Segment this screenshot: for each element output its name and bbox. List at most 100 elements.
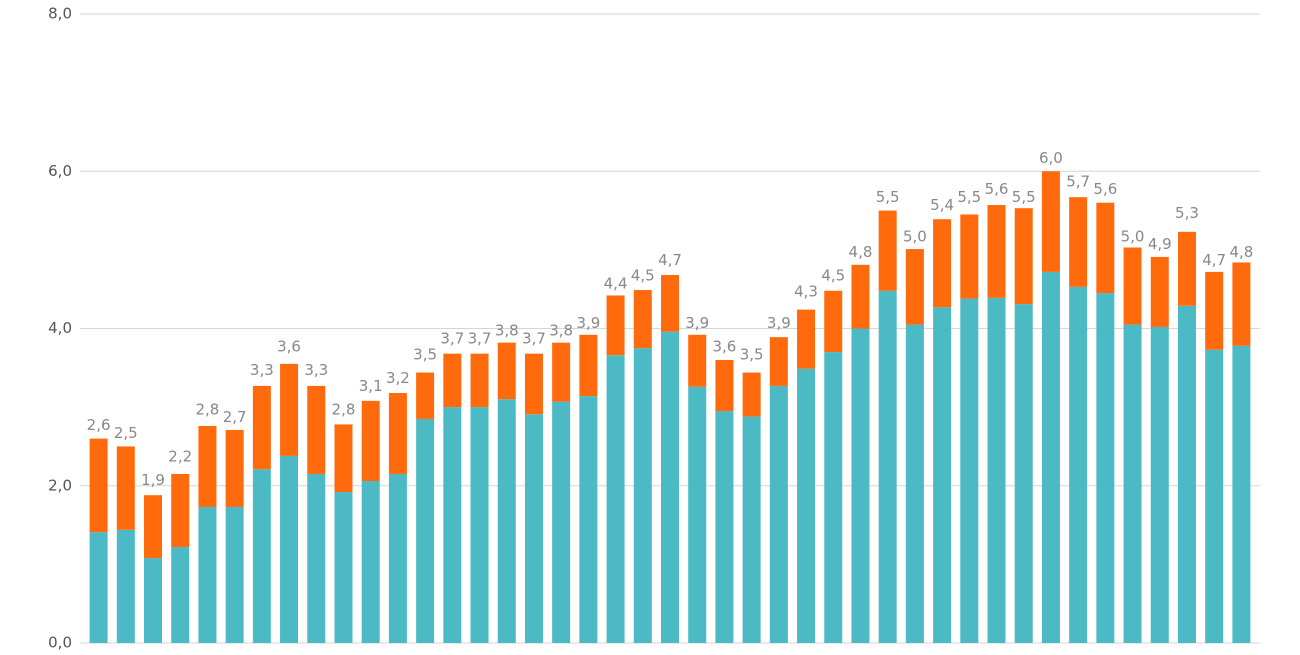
bar-segment — [933, 219, 952, 308]
bar-segment — [280, 363, 299, 456]
y-tick-label: 2,0 — [48, 476, 72, 494]
bar-segment — [307, 473, 326, 643]
bar-segment — [769, 385, 788, 643]
bar-segment — [225, 506, 244, 643]
total-label: 5,7 — [1066, 172, 1090, 190]
bar-segment — [1123, 324, 1142, 643]
bar-segment — [933, 307, 952, 643]
total-label: 4,8 — [1229, 243, 1253, 261]
y-tick-label: 6,0 — [48, 162, 72, 180]
bar-segment — [1041, 171, 1060, 272]
bar-segment — [334, 492, 353, 643]
bar-segment — [171, 473, 190, 548]
bar-segment — [661, 331, 679, 643]
total-label: 3,1 — [359, 377, 383, 395]
bar-segment — [688, 334, 707, 387]
bar-segment — [89, 532, 108, 643]
total-label: 5,6 — [1093, 180, 1117, 198]
bar-segment — [851, 264, 870, 329]
bar-segment — [144, 558, 163, 643]
bar-segment — [443, 353, 462, 408]
bar-segment — [987, 297, 1006, 643]
total-label: 3,7 — [440, 330, 464, 348]
bar-segment — [1123, 247, 1142, 325]
bar-segment — [769, 337, 788, 386]
bar-segment — [905, 249, 924, 325]
y-tick-label: 4,0 — [48, 319, 72, 337]
bar-segment — [579, 334, 598, 397]
bar-segment — [606, 295, 625, 356]
bar-segment — [606, 355, 625, 643]
bar-segment — [225, 429, 244, 507]
bar-segment — [252, 469, 271, 643]
bar-segment — [1177, 305, 1196, 643]
bar-segment — [1014, 208, 1033, 305]
bar-segment — [1232, 262, 1251, 346]
bar-segment — [1232, 345, 1251, 643]
total-label: 4,4 — [604, 275, 628, 293]
bar-segment — [1069, 197, 1088, 287]
bar-segment — [144, 495, 163, 559]
bar-segment — [552, 401, 571, 643]
bar-segment — [280, 455, 299, 643]
bar-segment — [960, 298, 979, 643]
bar-segment — [905, 324, 924, 643]
total-label: 5,5 — [876, 188, 900, 206]
total-label: 3,5 — [413, 345, 437, 363]
total-label: 3,8 — [495, 322, 519, 340]
total-label: 2,7 — [223, 408, 247, 426]
total-label: 3,3 — [304, 361, 328, 379]
total-label: 3,6 — [277, 337, 301, 355]
bar-segment — [524, 414, 543, 643]
bar-segment — [878, 210, 897, 291]
bar-segment — [198, 506, 217, 643]
bar-segment — [416, 418, 435, 643]
bar-segment — [1014, 304, 1033, 643]
total-label: 2,6 — [87, 416, 111, 434]
bar-segment — [552, 342, 571, 402]
bar-segment — [470, 407, 489, 643]
total-label: 2,8 — [196, 400, 220, 418]
y-tick-label: 0,0 — [48, 634, 72, 652]
bar-segment — [1150, 326, 1169, 643]
total-label: 3,6 — [712, 337, 736, 355]
bar-segment — [497, 342, 516, 400]
bar-segment — [633, 289, 652, 349]
bar-segment — [715, 411, 734, 643]
bar-segment — [797, 368, 816, 643]
total-label: 3,9 — [767, 314, 791, 332]
bar-segment — [1205, 271, 1224, 350]
total-label: 4,3 — [794, 282, 818, 300]
bar-segment — [443, 407, 462, 643]
total-label: 4,8 — [849, 243, 873, 261]
bar-segment — [1041, 271, 1060, 643]
total-label: 5,3 — [1175, 204, 1199, 222]
bar-segment — [579, 396, 598, 643]
bar-segment — [824, 290, 843, 353]
bar-segment — [1096, 202, 1115, 294]
bar-segment — [116, 529, 135, 643]
total-label: 4,9 — [1148, 235, 1172, 253]
y-tick-label: 8,0 — [48, 5, 72, 23]
total-label: 5,4 — [930, 196, 954, 214]
bar-segment — [633, 348, 652, 643]
bar-segment — [824, 352, 843, 643]
total-label: 4,5 — [631, 267, 655, 285]
bar-segment — [742, 416, 761, 643]
bar-segment — [878, 290, 897, 643]
bar-segment — [1150, 256, 1169, 327]
total-label: 5,0 — [1121, 227, 1145, 245]
total-label: 2,5 — [114, 424, 138, 442]
total-label: 3,2 — [386, 369, 410, 387]
bar-segment — [334, 424, 353, 493]
bar-segment — [524, 353, 543, 415]
bar-segment — [1177, 231, 1196, 306]
total-label: 3,7 — [468, 330, 492, 348]
bar-segment — [388, 392, 407, 474]
bar-segment — [797, 309, 816, 369]
total-label: 3,5 — [740, 345, 764, 363]
total-label: 4,5 — [821, 267, 845, 285]
total-label: 3,7 — [522, 330, 546, 348]
bar-segment — [851, 328, 870, 643]
